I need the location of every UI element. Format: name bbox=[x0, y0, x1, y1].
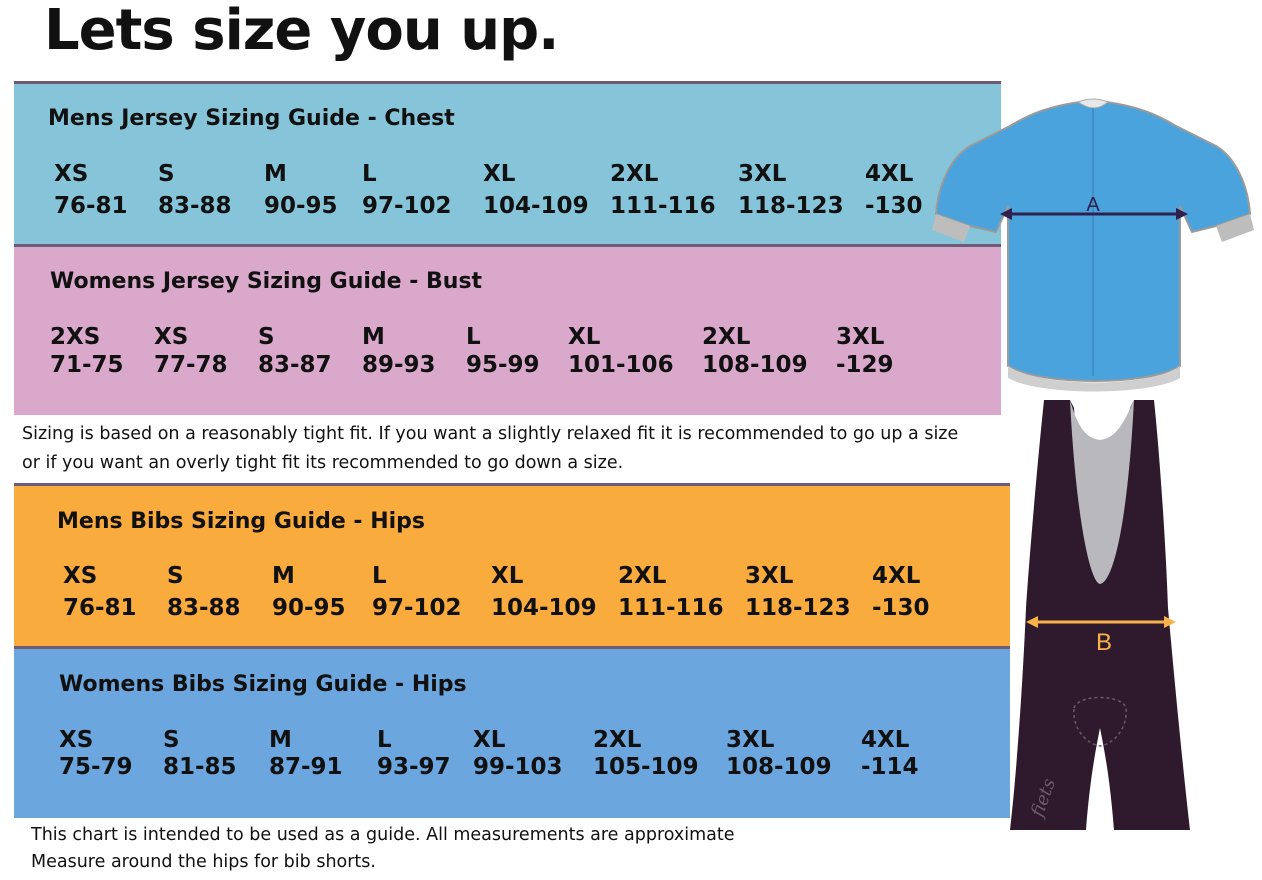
size-label: M bbox=[272, 563, 295, 589]
size-label: M bbox=[264, 161, 287, 187]
size-label: S bbox=[158, 161, 175, 187]
guide-note-line-2: Measure around the hips for bib shorts. bbox=[31, 852, 376, 872]
bib-body bbox=[1010, 400, 1190, 830]
arrow-head-left bbox=[1000, 208, 1012, 220]
size-range: 99-103 bbox=[473, 754, 563, 780]
size-label: 4XL bbox=[865, 161, 914, 187]
jersey-measure-label: A bbox=[1086, 194, 1100, 216]
bib-illustration: B fiets bbox=[1010, 400, 1190, 830]
fit-note-line-2: or if you want an overly tight fit its r… bbox=[22, 453, 624, 473]
size-label: XL bbox=[491, 563, 524, 589]
size-label: 3XL bbox=[745, 563, 794, 589]
mens-jersey-panel: Mens Jersey Sizing Guide - Chest XS 76-81… bbox=[14, 81, 1001, 247]
size-label: XS bbox=[59, 727, 94, 753]
size-label: S bbox=[167, 563, 184, 589]
size-range: 77-78 bbox=[154, 352, 228, 378]
size-label: M bbox=[269, 727, 292, 753]
size-range: -129 bbox=[836, 352, 894, 378]
size-label: L bbox=[377, 727, 392, 753]
page-title: Lets size you up. bbox=[44, 0, 559, 63]
size-range: 90-95 bbox=[264, 193, 338, 219]
page-title-text: Lets size you up bbox=[44, 0, 539, 63]
panel-heading: Mens Bibs Sizing Guide - Hips bbox=[57, 509, 426, 534]
size-label: L bbox=[362, 161, 377, 187]
mens-bibs-panel: Mens Bibs Sizing Guide - Hips XS 76-81 S 83… bbox=[14, 483, 1010, 648]
size-range: 76-81 bbox=[63, 595, 137, 621]
jersey-sleeve-cuff-right bbox=[1216, 214, 1254, 242]
size-range: 83-88 bbox=[167, 595, 241, 621]
size-label: M bbox=[362, 324, 385, 350]
panel-heading: Womens Jersey Sizing Guide - Bust bbox=[50, 269, 483, 294]
womens-jersey-panel: Womens Jersey Sizing Guide - Bust 2XS 71-… bbox=[14, 244, 1001, 415]
size-label: 2XL bbox=[593, 727, 642, 753]
size-range: 83-88 bbox=[158, 193, 232, 219]
size-label: XL bbox=[483, 161, 516, 187]
size-label: 2XL bbox=[618, 563, 667, 589]
size-range: 95-99 bbox=[466, 352, 540, 378]
size-range: 97-102 bbox=[362, 193, 452, 219]
size-label: XL bbox=[473, 727, 506, 753]
size-range: 105-109 bbox=[593, 754, 699, 780]
jersey-sleeve-cuff-left bbox=[932, 214, 970, 242]
size-label: L bbox=[372, 563, 387, 589]
size-label: XS bbox=[54, 161, 89, 187]
size-range: 104-109 bbox=[483, 193, 589, 219]
fit-note-line-1: Sizing is based on a reasonably tight fi… bbox=[22, 424, 959, 444]
size-range: 108-109 bbox=[726, 754, 832, 780]
arrow-head-left bbox=[1026, 616, 1038, 628]
size-label: 4XL bbox=[861, 727, 910, 753]
size-range: 104-109 bbox=[491, 595, 597, 621]
arrow-head-right bbox=[1164, 616, 1176, 628]
size-range: 90-95 bbox=[272, 595, 346, 621]
size-label: 3XL bbox=[836, 324, 885, 350]
size-range: 87-91 bbox=[269, 754, 343, 780]
bib-pad-outline bbox=[1073, 696, 1127, 747]
jersey-hem bbox=[1008, 366, 1180, 392]
jersey-collar bbox=[1076, 98, 1109, 109]
size-label: 2XL bbox=[610, 161, 659, 187]
page-title-dot: . bbox=[538, 0, 559, 63]
size-range: 76-81 bbox=[54, 193, 128, 219]
size-label: S bbox=[258, 324, 275, 350]
size-range: 81-85 bbox=[163, 754, 237, 780]
size-label: L bbox=[466, 324, 481, 350]
guide-note-line-1: This chart is intended to be used as a g… bbox=[31, 825, 735, 845]
size-range: 111-116 bbox=[610, 193, 716, 219]
size-range: 83-87 bbox=[258, 352, 332, 378]
size-range: -114 bbox=[861, 754, 919, 780]
panel-heading: Mens Jersey Sizing Guide - Chest bbox=[48, 106, 455, 131]
size-label: 4XL bbox=[872, 563, 921, 589]
size-range: 93-97 bbox=[377, 754, 451, 780]
bib-inner-panel bbox=[1070, 400, 1134, 584]
size-label: S bbox=[163, 727, 180, 753]
womens-bibs-panel: Womens Bibs Sizing Guide - Hips XS 75-79 S… bbox=[14, 646, 1010, 818]
panel-heading: Womens Bibs Sizing Guide - Hips bbox=[59, 672, 467, 697]
size-label: XL bbox=[568, 324, 601, 350]
size-range: 101-106 bbox=[568, 352, 674, 378]
size-range: 97-102 bbox=[372, 595, 462, 621]
size-range: 75-79 bbox=[59, 754, 133, 780]
bib-measure-label: B bbox=[1096, 629, 1112, 656]
size-range: 108-109 bbox=[702, 352, 808, 378]
size-range: -130 bbox=[865, 193, 923, 219]
size-range: 111-116 bbox=[618, 595, 724, 621]
size-range: 118-123 bbox=[738, 193, 844, 219]
size-range: 71-75 bbox=[50, 352, 124, 378]
jersey-illustration: A bbox=[932, 98, 1254, 392]
arrow-head-right bbox=[1176, 208, 1188, 220]
size-label: XS bbox=[154, 324, 189, 350]
size-label: 2XL bbox=[702, 324, 751, 350]
size-label: 3XL bbox=[738, 161, 787, 187]
size-range: 89-93 bbox=[362, 352, 436, 378]
size-label: XS bbox=[63, 563, 98, 589]
size-label: 2XS bbox=[50, 324, 101, 350]
size-label: 3XL bbox=[726, 727, 775, 753]
size-range: -130 bbox=[872, 595, 930, 621]
size-range: 118-123 bbox=[745, 595, 851, 621]
